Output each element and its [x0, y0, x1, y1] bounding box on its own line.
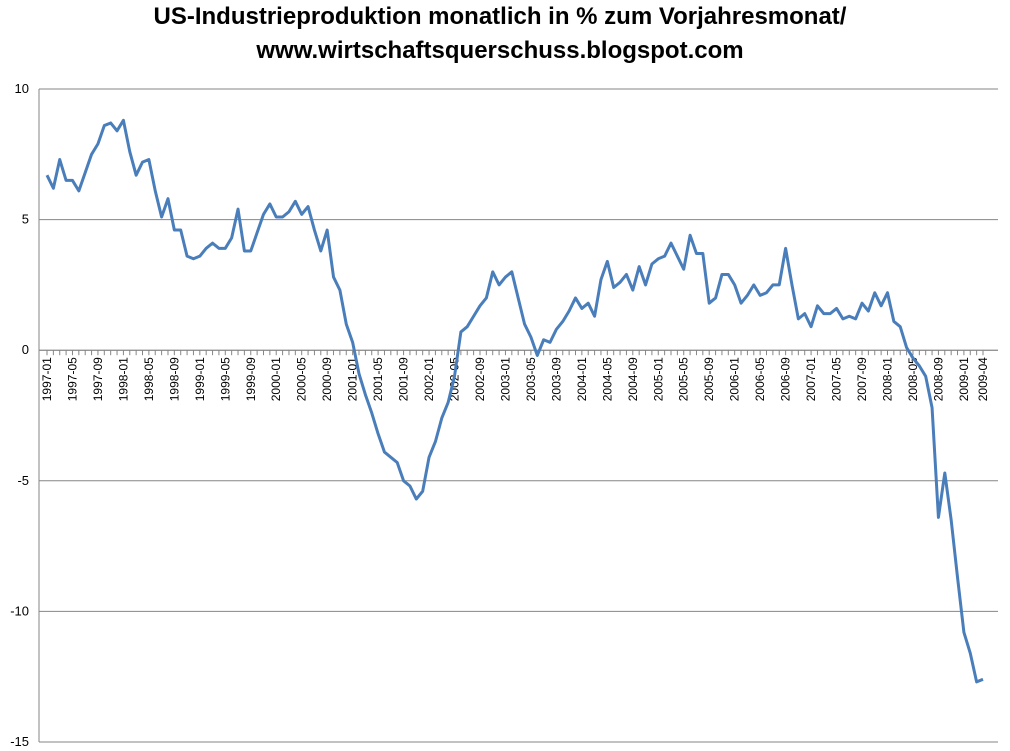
x-tick-label: 1999-01 — [193, 357, 207, 401]
y-tick-label: 10 — [15, 81, 29, 96]
x-tick-label: 2005-09 — [702, 357, 716, 401]
x-tick-label: 2001-01 — [346, 357, 360, 401]
x-tick-label: 2003-01 — [498, 357, 512, 401]
chart-title: www.wirtschaftsquerschuss.blogspot.com — [255, 37, 743, 64]
x-tick-label: 1998-01 — [116, 357, 130, 401]
data-line — [45, 118, 984, 684]
x-tick-label: 2008-01 — [880, 357, 894, 401]
x-tick-label: 2007-05 — [830, 357, 844, 401]
y-tick-label: -10 — [10, 603, 29, 618]
x-tick-label: 2006-05 — [753, 357, 767, 401]
x-tick-label: 2008-09 — [931, 357, 945, 401]
x-tick-label: 2002-09 — [473, 357, 487, 401]
x-tick-label: 2005-05 — [677, 357, 691, 401]
x-tick-label: 2004-05 — [600, 357, 614, 401]
y-tick-label: 0 — [22, 342, 29, 357]
x-tick-label: 2007-01 — [804, 357, 818, 401]
x-tick-label: 2004-09 — [626, 357, 640, 401]
y-tick-label: -5 — [17, 473, 29, 488]
x-tick-label: 2009-04 — [976, 357, 990, 401]
x-tick-label: 2002-01 — [422, 357, 436, 401]
y-tick-label: 5 — [22, 212, 29, 227]
y-tick-label: -15 — [10, 734, 29, 749]
x-tick-label: 2000-01 — [269, 357, 283, 401]
x-tick-label: 2006-01 — [728, 357, 742, 401]
x-tick-label: 2009-01 — [957, 357, 971, 401]
chart-title: US-Industrieproduktion monatlich in % zu… — [154, 3, 847, 30]
x-tick-label: 2001-09 — [397, 357, 411, 401]
x-tick-label: 2005-01 — [651, 357, 665, 401]
x-tick-label: 2008-05 — [906, 357, 920, 401]
x-tick-label: 1998-05 — [142, 357, 156, 401]
x-tick-label: 2003-05 — [524, 357, 538, 401]
x-tick-label: 2003-09 — [549, 357, 563, 401]
x-tick-label: 2001-05 — [371, 357, 385, 401]
x-tick-label: 2006-09 — [779, 357, 793, 401]
x-tick-label: 1999-09 — [244, 357, 258, 401]
x-tick-label: 1998-09 — [167, 357, 181, 401]
x-tick-label: 1999-05 — [218, 357, 232, 401]
x-tick-label: 2000-09 — [320, 357, 334, 401]
x-tick-label: 2000-05 — [295, 357, 309, 401]
x-tick-label: 2007-09 — [855, 357, 869, 401]
x-tick-label: 1997-05 — [65, 357, 79, 401]
x-tick-label: 1997-01 — [40, 357, 54, 401]
x-tick-label: 1997-09 — [91, 357, 105, 401]
x-tick-label: 2004-01 — [575, 357, 589, 401]
